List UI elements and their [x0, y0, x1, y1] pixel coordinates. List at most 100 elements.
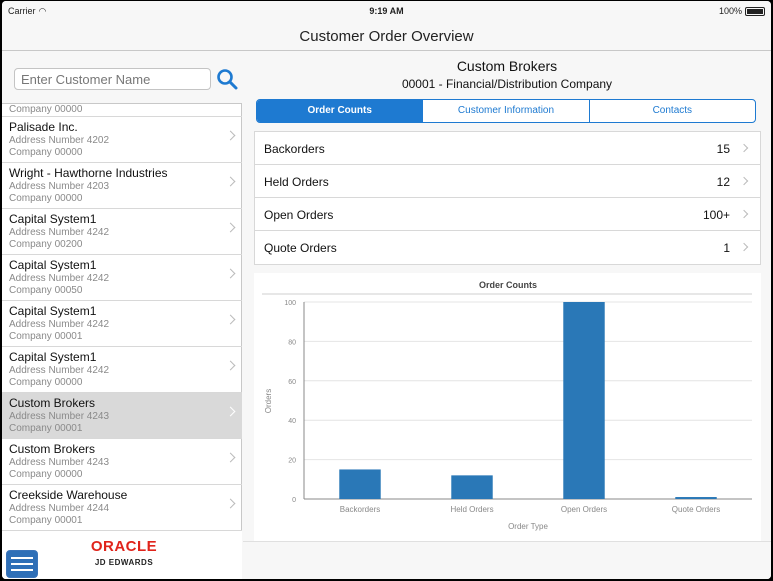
- bar: [451, 475, 493, 499]
- order-counts-list: Backorders 15 Held Orders 12 Open Orders…: [254, 131, 761, 265]
- status-time: 9:19 AM: [369, 6, 404, 16]
- chevron-right-icon: [739, 242, 749, 252]
- customer-name: Custom Brokers: [456, 58, 558, 74]
- customer-item-name: Palisade Inc.: [9, 120, 78, 134]
- customer-item-company: Company 00001: [9, 515, 83, 526]
- customer-list-item[interactable]: Custom Brokers Address Number 4243 Company…: [2, 393, 242, 439]
- list-item-partial: Company 00000: [2, 105, 242, 117]
- logo-oracle-text: ORACLE: [90, 538, 158, 555]
- customer-detail-panel: Custom Brokers 00001 - Financial/Distrib…: [243, 52, 771, 579]
- customer-item-name: Creekside Warehouse: [9, 488, 128, 502]
- y-tick-label: 60: [288, 379, 296, 386]
- chevron-right-icon: [739, 143, 749, 153]
- customer-item-address: Address Number 4202: [9, 135, 110, 146]
- customer-item-company: Company 00000: [9, 147, 83, 158]
- count-label: Backorders: [264, 142, 325, 156]
- bottom-bar: [243, 541, 771, 579]
- customer-item-company: Company 00000: [9, 377, 83, 388]
- battery-percent: 100%: [718, 6, 742, 16]
- x-tick-label: Quote Orders: [672, 505, 720, 514]
- customer-item-address: Address Number 4244: [9, 503, 110, 514]
- customer-item-address: Address Number 4242: [9, 273, 110, 284]
- search-bar: [2, 52, 242, 104]
- count-value: 1: [723, 241, 730, 255]
- customer-list-item[interactable]: Creekside Warehouse Address Number 4244 Co…: [2, 485, 242, 530]
- tab-contacts[interactable]: Contacts: [652, 105, 693, 116]
- count-row-backorders[interactable]: Backorders 15: [255, 132, 760, 165]
- customer-item-address: Address Number 4243: [9, 411, 110, 422]
- customer-item-address: Address Number 4242: [9, 319, 110, 330]
- chart-title: Order Counts: [479, 280, 537, 290]
- customer-company: 00001 - Financial/Distribution Company: [401, 77, 613, 91]
- x-tick-label: Open Orders: [561, 505, 607, 514]
- bar: [339, 469, 381, 499]
- customer-list-item[interactable]: Capital System1 Address Number 4242 Compan…: [2, 255, 242, 301]
- customer-item-company: Company 00050: [9, 285, 83, 296]
- x-tick-label: Backorders: [340, 505, 380, 514]
- customer-list-item[interactable]: Custom Brokers Address Number 4243 Company…: [2, 439, 242, 485]
- detail-tabs: Order Counts Customer Information Contac…: [256, 99, 756, 123]
- y-tick-label: 100: [284, 300, 296, 307]
- chevron-right-icon: [739, 176, 749, 186]
- carrier-text: Carrier: [8, 6, 36, 16]
- oracle-jde-logo: ORACLE JD EDWARDS: [84, 538, 164, 568]
- battery-icon: [745, 6, 765, 16]
- count-row-quote-orders[interactable]: Quote Orders 1: [255, 231, 760, 264]
- carrier-label: Carrier ◠: [8, 6, 46, 17]
- customer-item-address: Address Number 4203: [9, 181, 110, 192]
- y-tick-label: 80: [288, 339, 296, 346]
- chevron-right-icon: [739, 209, 749, 219]
- customer-item-company: Company 00000: [9, 193, 83, 204]
- y-tick-label: 20: [288, 458, 296, 465]
- customer-item-name: Capital System1: [9, 212, 97, 226]
- customer-item-address: Address Number 4243: [9, 457, 110, 468]
- customer-item-company: Company 00200: [9, 239, 83, 250]
- battery-status: 100%: [719, 6, 765, 16]
- count-label: Quote Orders: [264, 241, 337, 255]
- bar: [563, 302, 605, 499]
- wifi-icon: ◠: [38, 6, 47, 16]
- title-bar: Customer Order Overview: [2, 21, 771, 51]
- tab-order-counts[interactable]: Order Counts: [257, 100, 424, 122]
- app-title: Customer Order Overview: [299, 28, 474, 45]
- customer-item-company: Company 00001: [9, 423, 83, 434]
- customer-item-address: Address Number 4242: [9, 365, 110, 376]
- customer-item-name: Capital System1: [9, 258, 97, 272]
- count-row-open-orders[interactable]: Open Orders 100+: [255, 198, 760, 231]
- status-bar: Carrier ◠ 9:19 AM 100%: [2, 1, 771, 21]
- customer-item-company: Company 00001: [9, 331, 83, 342]
- x-tick-label: Held Orders: [450, 505, 493, 514]
- y-tick-label: 40: [288, 418, 296, 425]
- customer-list-item[interactable]: Wright - Hawthorne Industries Address Num…: [2, 163, 242, 209]
- customer-list-item[interactable]: Capital System1 Address Number 4242 Compan…: [2, 209, 242, 255]
- y-tick-label: 0: [292, 497, 296, 504]
- bar: [675, 497, 717, 499]
- logo-jde-text: JD EDWARDS: [94, 558, 154, 567]
- customer-item-address: Address Number 4242: [9, 227, 110, 238]
- count-row-held-orders[interactable]: Held Orders 12: [255, 165, 760, 198]
- customer-list-panel: Company 00000 Palisade Inc.Address Numbe…: [2, 52, 242, 579]
- search-icon[interactable]: [215, 67, 239, 91]
- chart-svg: Order Counts 0 20 40 60 80 100 Backorders Held O…: [262, 280, 752, 531]
- customer-item-name: Custom Brokers: [9, 396, 96, 410]
- customer-list-item[interactable]: Capital System1 Address Number 4242 Compan…: [2, 347, 242, 393]
- customer-item-name: Capital System1: [9, 350, 97, 364]
- tab-customer-information[interactable]: Customer Information: [423, 100, 590, 122]
- count-label: Held Orders: [264, 175, 329, 189]
- count-value: 12: [716, 175, 730, 189]
- customer-list[interactable]: Company 00000 Palisade Inc. Address Numbe…: [2, 105, 242, 530]
- count-value: 100+: [702, 208, 730, 222]
- customer-item-name: Custom Brokers: [9, 442, 96, 456]
- menu-button[interactable]: [6, 550, 38, 578]
- customer-item-name: Capital System1: [9, 304, 97, 318]
- count-label: Open Orders: [264, 208, 334, 222]
- customer-list-item[interactable]: Capital System1 Address Number 4242 Compan…: [2, 301, 242, 347]
- order-counts-chart: Order Counts 0 20 40 60 80 100 Backorders Held O…: [254, 273, 761, 541]
- customer-search-input[interactable]: [14, 68, 211, 90]
- list-footer: ORACLE JD EDWARDS: [2, 530, 242, 579]
- customer-list-item[interactable]: Palisade Inc. Address Number 4202 Company …: [2, 117, 242, 163]
- customer-item-company: Company 00000: [9, 469, 83, 480]
- x-axis-label: Order Type: [508, 522, 548, 531]
- y-axis-label: Orders: [264, 389, 273, 413]
